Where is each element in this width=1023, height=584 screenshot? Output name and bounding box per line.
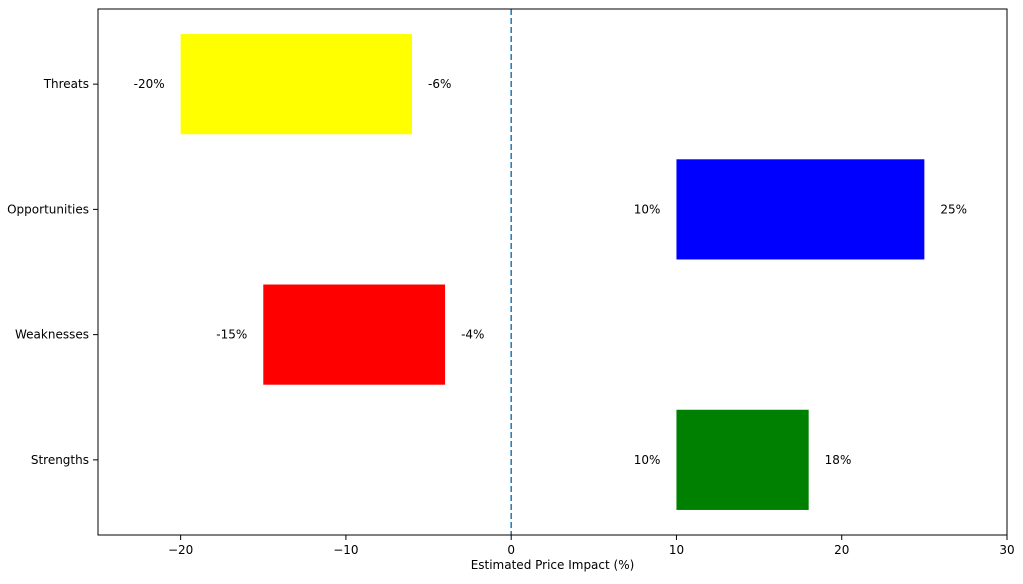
x-tick-label: 10: [669, 543, 684, 557]
data-label-threats-end: -6%: [428, 77, 451, 91]
bar-threats: [180, 34, 413, 135]
y-tick-label-threats: Threats: [43, 77, 89, 91]
data-label-threats-start: -20%: [134, 77, 165, 91]
plot-frame: [97, 8, 1008, 536]
x-axis: −20 −10 0 10 20 30: [168, 535, 1015, 557]
bars-layer: [180, 34, 925, 510]
data-label-weaknesses-end: -4%: [461, 328, 484, 342]
data-label-opportunities-end: 25%: [940, 202, 967, 216]
x-tick-label: −20: [168, 543, 193, 557]
y-axis: Strengths Weaknesses Opportunities Threats: [7, 77, 98, 467]
x-tick-label: −10: [333, 543, 358, 557]
x-axis-label: Estimated Price Impact (%): [471, 558, 635, 572]
data-label-opportunities-start: 10%: [634, 202, 661, 216]
bar-opportunities: [676, 159, 925, 260]
y-tick-label-opportunities: Opportunities: [7, 202, 89, 216]
y-tick-label-weaknesses: Weaknesses: [15, 328, 89, 342]
x-tick-label: 20: [834, 543, 849, 557]
data-label-weaknesses-start: -15%: [216, 328, 247, 342]
data-label-strengths-start: 10%: [634, 453, 661, 467]
bar-weaknesses: [263, 284, 446, 385]
x-tick-label: 0: [507, 543, 515, 557]
data-labels-layer: 10% 18% -15% -4% 10% 25% -20% -6%: [134, 77, 967, 467]
y-tick-label-strengths: Strengths: [31, 453, 89, 467]
bar-strengths: [676, 409, 809, 510]
data-label-strengths-end: 18%: [825, 453, 852, 467]
x-tick-label: 30: [999, 543, 1014, 557]
